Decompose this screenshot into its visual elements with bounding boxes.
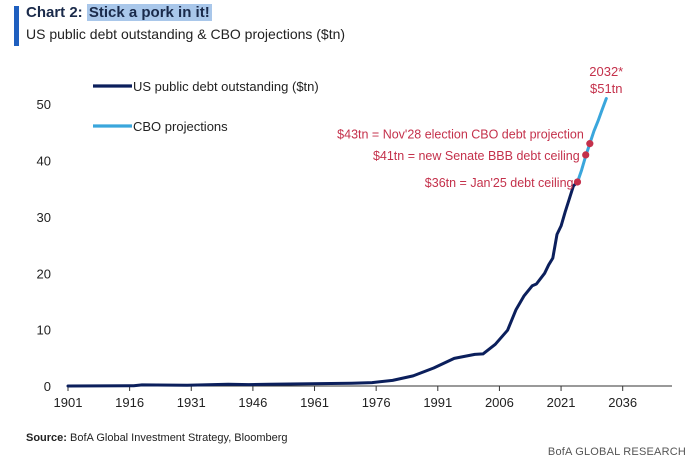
- x-tick-label: 1976: [362, 395, 391, 410]
- chart-label: Chart 2:: [26, 4, 83, 21]
- source-text: BofA Global Investment Strategy, Bloombe…: [70, 432, 288, 444]
- x-tick-label: 2021: [547, 395, 576, 410]
- legend-label: US public debt outstanding ($tn): [133, 79, 319, 94]
- actual-debt-line: [66, 180, 579, 388]
- annotation-marker: [582, 151, 590, 159]
- annotation-layer: $36tn = Jan'25 debt ceiling $41tn = new S…: [337, 64, 623, 190]
- x-tick-label: 1916: [115, 395, 144, 410]
- x-tick-label: 1991: [423, 395, 452, 410]
- source-label: Source:: [26, 432, 67, 444]
- y-tick-label: 20: [37, 266, 51, 281]
- y-tick-label: 30: [37, 210, 51, 225]
- x-tick-label: 2006: [485, 395, 514, 410]
- annotation-label: $36tn = Jan'25 debt ceiling: [425, 176, 574, 190]
- end-label-year: 2032*: [589, 64, 623, 79]
- cbo-projection-line: [576, 97, 608, 184]
- y-tick-label: 40: [37, 154, 51, 169]
- x-tick-label: 1946: [238, 395, 267, 410]
- source-note: Source: BofA Global Investment Strategy,…: [26, 432, 288, 444]
- annotation-label: $43tn = Nov'28 election CBO debt project…: [337, 128, 584, 142]
- legend-label: CBO projections: [133, 119, 228, 134]
- x-tick-label: 2036: [608, 395, 637, 410]
- series-layer: [66, 97, 608, 388]
- y-tick-label: 50: [37, 97, 51, 112]
- chart-title-highlight: Stick a pork in it!: [86, 4, 212, 21]
- annotation-label: $41tn = new Senate BBB debt ceiling: [373, 149, 580, 163]
- chart-subtitle: US public debt outstanding & CBO project…: [26, 26, 346, 42]
- annotation-marker: [573, 178, 582, 186]
- y-tick-label: 10: [37, 323, 51, 338]
- annotation-marker: [586, 140, 594, 148]
- x-tick-label: 1901: [54, 395, 83, 410]
- legend: US public debt outstanding ($tn) CBO proj…: [93, 79, 319, 134]
- x-tick-label: 1961: [300, 395, 329, 410]
- end-label-value: $51tn: [590, 81, 623, 96]
- title-accent-bar: [14, 6, 19, 46]
- y-tick-label: 0: [44, 379, 51, 394]
- chart-title: Chart 2: Stick a pork in it!: [26, 4, 212, 21]
- x-tick-label: 1931: [177, 395, 206, 410]
- axis-layer: 1901 1916 1931 1946 1961 1976 1991 2006 2021 2036…: [37, 97, 672, 410]
- brand-footer: BofA GLOBAL RESEARCH: [547, 446, 686, 458]
